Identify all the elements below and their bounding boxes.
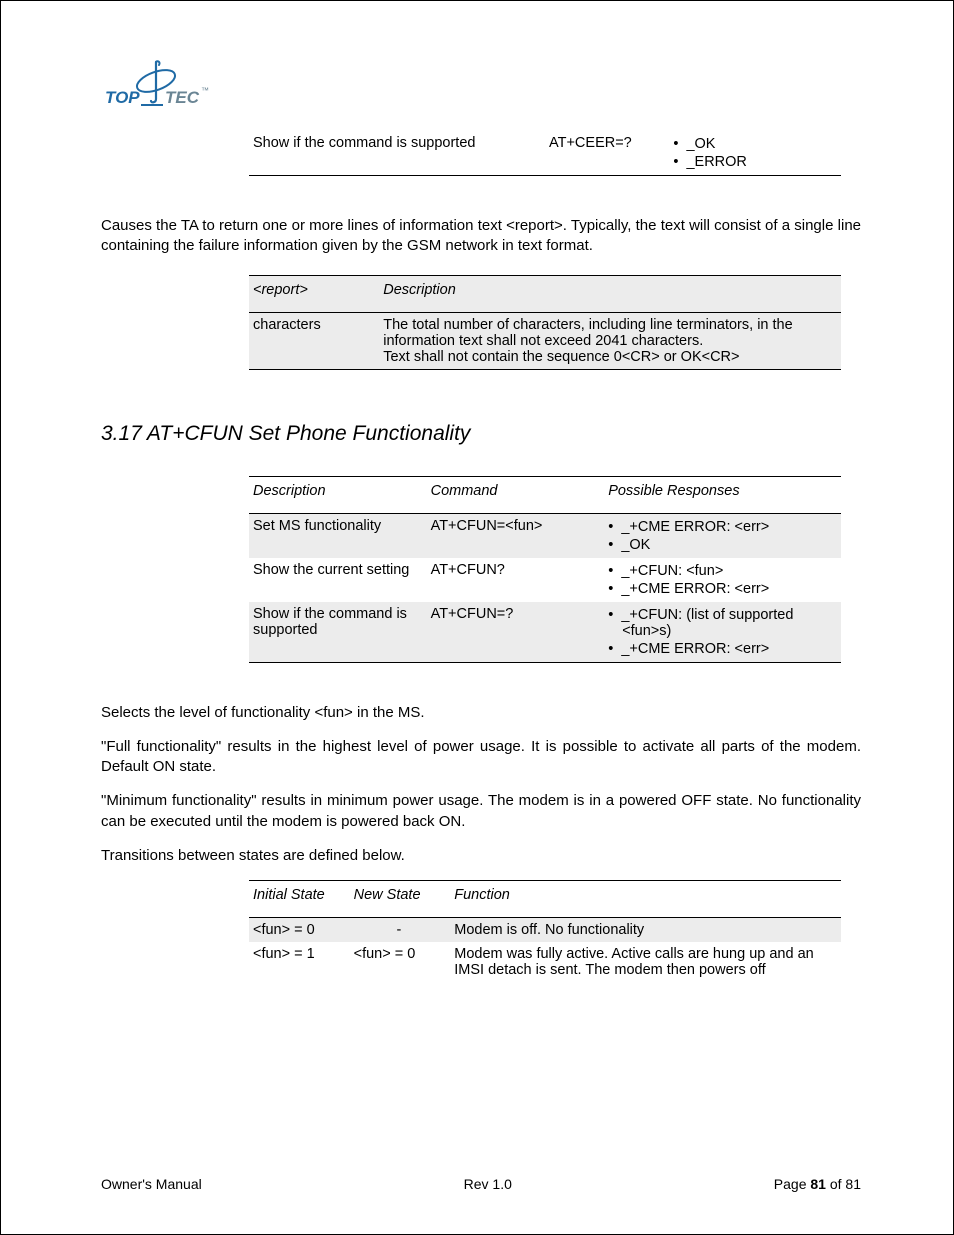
table-header: New State: [350, 881, 451, 918]
svg-text:™: ™: [201, 86, 209, 95]
response-item: _OK: [608, 536, 835, 554]
table-header: Description: [379, 275, 841, 312]
logo-top-text: TOP: [105, 88, 140, 107]
table-header: Command: [427, 476, 605, 513]
paragraph: Causes the TA to return one or more line…: [101, 216, 861, 257]
page-content: Show if the command is supported AT+CEER…: [101, 131, 861, 982]
table-cell: characters: [249, 312, 379, 369]
footer-page: Page 81 of 81: [774, 1176, 861, 1192]
table-cell: _+CME ERROR: <err> _OK: [604, 513, 841, 558]
table-cell: Set MS functionality: [249, 513, 427, 558]
table-cell: -: [350, 918, 451, 943]
footer-left: Owner's Manual: [101, 1176, 202, 1192]
cell-text: Show if the command is supported: [253, 135, 475, 151]
table-cell: AT+CFUN?: [427, 558, 605, 602]
table-header: <report>: [249, 275, 379, 312]
table-cell: The total number of characters, includin…: [379, 312, 841, 369]
report-table: <report> Description characters The tota…: [249, 275, 841, 370]
table-cell: Modem is off. No functionality: [450, 918, 841, 943]
table-cell: _+CFUN: <fun> _+CME ERROR: <err>: [604, 558, 841, 602]
table-cell: AT+CFUN=?: [427, 602, 605, 663]
response-item: _OK: [673, 135, 835, 153]
response-item: _ERROR: [673, 153, 835, 171]
table-header: Description: [249, 476, 427, 513]
command-table-ceer: Show if the command is supported AT+CEER…: [249, 131, 841, 176]
logo-tec-text: TEC: [165, 88, 200, 107]
table-cell-desc: Show if the command is supported: [249, 131, 545, 176]
paragraph: Selects the level of functionality <fun>…: [101, 703, 861, 723]
section-heading: 3.17 AT+CFUN Set Phone Functionality: [101, 422, 861, 446]
table-cell: Modem was fully active. Active calls are…: [450, 942, 841, 982]
response-item: _+CME ERROR: <err>: [608, 518, 835, 536]
table-cell-responses: _OK _ERROR: [669, 131, 841, 176]
response-item: _+CFUN: (list of supported <fun>s): [608, 606, 835, 640]
table-cell: <fun> = 1: [249, 942, 350, 982]
response-item: _+CME ERROR: <err>: [608, 640, 835, 658]
command-table-cfun: Description Command Possible Responses S…: [249, 476, 841, 663]
paragraph: Transitions between states are defined b…: [101, 846, 861, 866]
paragraph: "Minimum functionality" results in minim…: [101, 791, 861, 832]
paragraph: "Full functionality" results in the high…: [101, 737, 861, 778]
table-cell: <fun> = 0: [350, 942, 451, 982]
cell-text: AT+CEER=?: [549, 135, 632, 151]
table-header: Function: [450, 881, 841, 918]
response-item: _+CME ERROR: <err>: [608, 580, 835, 598]
table-cell-cmd: AT+CEER=?: [545, 131, 669, 176]
toptec-logo: TOP TEC ™: [101, 59, 861, 113]
page-inner: TOP TEC ™ Show if the command is support…: [49, 37, 913, 982]
table-cell: Show the current setting: [249, 558, 427, 602]
page-footer: Owner's Manual Rev 1.0 Page 81 of 81: [101, 1176, 861, 1192]
response-item: _+CFUN: <fun>: [608, 562, 835, 580]
table-cell: <fun> = 0: [249, 918, 350, 943]
table-header: Possible Responses: [604, 476, 841, 513]
document-page: TOP TEC ™ Show if the command is support…: [0, 0, 954, 1235]
table-cell: _+CFUN: (list of supported <fun>s) _+CME…: [604, 602, 841, 663]
table-cell: Show if the command is supported: [249, 602, 427, 663]
state-transition-table: Initial State New State Function <fun> =…: [249, 880, 841, 982]
table-cell: AT+CFUN=<fun>: [427, 513, 605, 558]
footer-center: Rev 1.0: [464, 1176, 512, 1192]
table-header: Initial State: [249, 881, 350, 918]
